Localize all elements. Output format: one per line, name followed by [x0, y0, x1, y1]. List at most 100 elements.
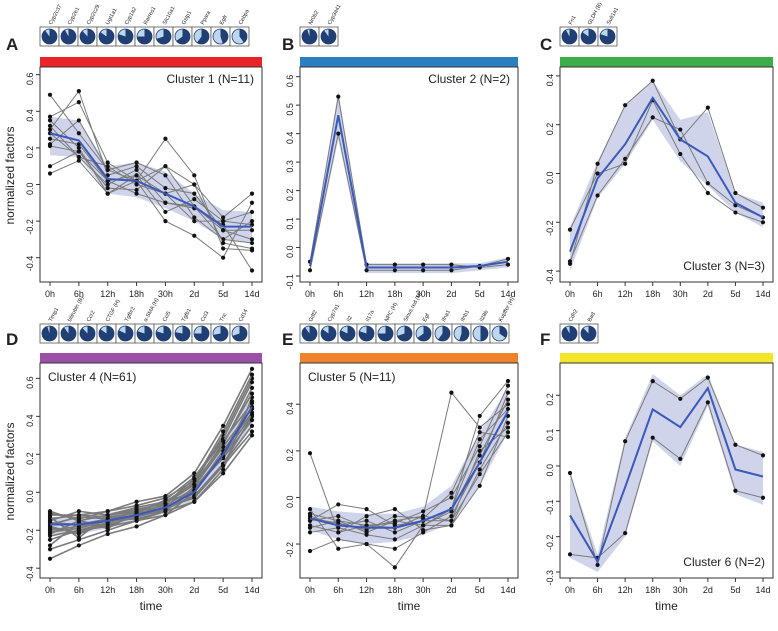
cluster-color-band	[300, 353, 518, 363]
data-point	[392, 513, 397, 519]
y-tick-label: 0.4	[545, 74, 555, 87]
x-tick-label: 5d	[218, 289, 228, 299]
data-point	[221, 246, 226, 251]
data-point	[105, 164, 110, 169]
data-point	[421, 268, 426, 273]
series-line-8	[49, 145, 253, 250]
data-point	[678, 151, 683, 157]
gene-icon-fn1	[559, 26, 580, 47]
data-point	[678, 127, 683, 132]
data-point	[505, 383, 511, 388]
data-point	[650, 379, 655, 384]
data-point	[336, 513, 341, 519]
gene-pie-slice	[80, 326, 96, 342]
gene-pie-slice	[213, 326, 228, 342]
x-tick-label: 6h	[74, 289, 84, 299]
y-tick-label: 0.2	[285, 449, 295, 462]
series-line-2	[569, 400, 764, 559]
gene-icon-cyp2c37	[39, 26, 60, 47]
gene-pie-slice	[359, 326, 374, 342]
data-point	[163, 495, 168, 501]
data-point	[76, 100, 81, 105]
data-point	[76, 89, 81, 94]
gene-pie-slice	[581, 326, 597, 342]
data-point	[595, 171, 600, 176]
gene-label: Sinus.red (H)	[403, 291, 424, 323]
gene-icon-cyp3a41	[318, 26, 339, 47]
data-point	[477, 483, 482, 488]
data-point	[477, 425, 482, 430]
y-tick-label: 0.1	[285, 217, 295, 230]
y-tick-label: -0.1	[545, 499, 555, 515]
data-point	[192, 182, 197, 187]
cluster-title-bg	[402, 70, 513, 87]
cluster-title-bg	[657, 553, 768, 570]
x-axis-label: time	[655, 599, 678, 613]
series-line-7	[49, 119, 253, 244]
series-line-14	[49, 393, 253, 539]
x-tick-label: 0h	[45, 585, 55, 595]
data-point	[364, 268, 369, 273]
data-point	[47, 127, 53, 132]
cluster-color-band	[40, 353, 262, 363]
panel-letter: D	[6, 330, 18, 349]
data-point	[364, 507, 369, 512]
mean-line	[309, 410, 509, 529]
data-point	[134, 507, 139, 512]
gene-icon-gdf2	[299, 323, 320, 344]
data-point	[134, 187, 139, 193]
gene-label: Cyp2c29	[86, 4, 101, 26]
x-tick-label: 14d	[244, 585, 259, 595]
gene-icon-il2	[337, 323, 358, 344]
gene-label: NPC (H)	[384, 302, 399, 323]
data-point	[249, 200, 255, 205]
confidence-band	[310, 387, 508, 545]
gene-pie-slice	[176, 29, 191, 44]
y-tick-label: 0.4	[285, 132, 295, 145]
x-tick-label: 12h	[618, 585, 633, 595]
data-point	[76, 149, 81, 154]
data-point	[249, 191, 255, 196]
x-tick-label: 12h	[618, 289, 633, 299]
data-point	[249, 423, 255, 428]
x-tick-label: 0h	[565, 585, 575, 595]
data-point	[249, 228, 255, 233]
mean-line	[50, 406, 253, 526]
gene-pie-slice	[438, 326, 451, 341]
cluster-title-bg	[657, 257, 768, 274]
data-point	[505, 262, 511, 267]
data-point	[221, 423, 226, 428]
gene-icon-il28b	[470, 323, 491, 344]
gene-icon-tgfbr2	[115, 323, 136, 344]
plot-frame	[299, 362, 519, 579]
gene-icon-cd14	[229, 323, 250, 344]
x-tick-label: 6h	[593, 585, 603, 595]
gene-pie-slice	[197, 29, 209, 44]
data-point	[134, 164, 139, 169]
data-point	[760, 453, 766, 458]
series-line-7	[309, 431, 509, 529]
data-point	[623, 156, 628, 161]
gene-label: Gdf2	[308, 310, 319, 323]
x-tick-label: 14d	[755, 289, 770, 299]
x-tick-label: 18h	[645, 289, 660, 299]
data-point	[307, 523, 313, 528]
gene-icon-egfr	[210, 26, 231, 47]
gene-label: Fn1	[568, 15, 578, 26]
mean-line	[569, 95, 764, 252]
x-tick-label: 30h	[673, 289, 688, 299]
data-point	[47, 547, 53, 552]
gene-label: Tgfbr2	[124, 306, 137, 323]
x-tick-label: 30h	[416, 289, 431, 299]
data-point	[221, 240, 226, 246]
series-line-9	[309, 422, 509, 533]
x-tick-label: 2d	[446, 585, 456, 595]
data-point	[76, 535, 81, 540]
y-tick-label: -0.4	[25, 256, 35, 272]
series-line-2	[569, 116, 764, 262]
data-point	[505, 406, 511, 412]
x-tick-label: 12h	[100, 585, 115, 595]
gene-icon-sult1a1	[597, 26, 618, 47]
data-point	[449, 390, 454, 395]
gene-label: Sult1a1	[606, 7, 620, 26]
